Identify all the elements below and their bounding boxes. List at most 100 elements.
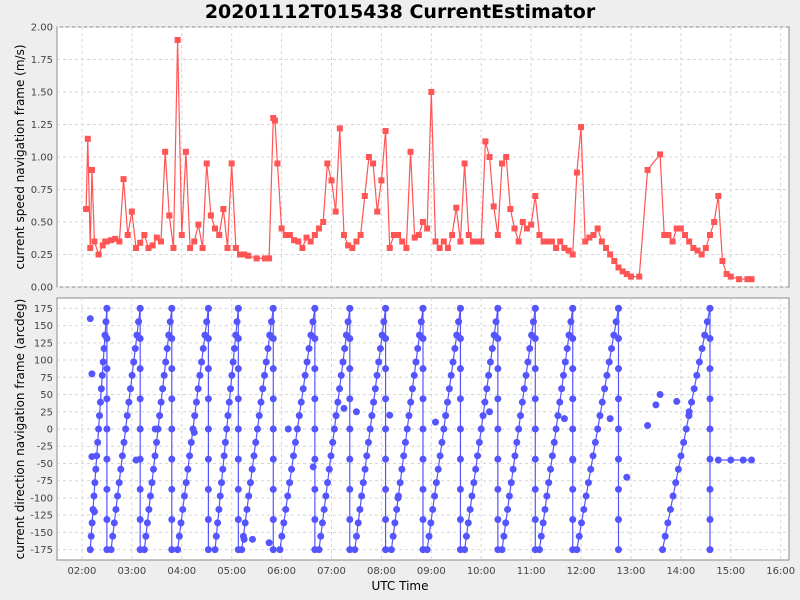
speed-point (195, 221, 202, 228)
speed-point (245, 252, 252, 259)
direction-point (117, 465, 125, 473)
direction-point (311, 485, 319, 493)
direction-point (336, 385, 344, 393)
direction-point (305, 345, 313, 353)
direction-point (391, 519, 399, 527)
direction-point (466, 505, 474, 513)
direction-point (440, 425, 448, 433)
speed-point (644, 167, 651, 173)
direction-point (575, 532, 583, 540)
direction-point (136, 425, 144, 433)
direction-point (233, 318, 241, 326)
direction-point (706, 515, 714, 523)
speed-point (299, 245, 306, 251)
direction-point (194, 385, 202, 393)
direction-point (382, 546, 390, 554)
direction-point (550, 438, 558, 446)
direction-point (146, 492, 154, 500)
direction-point (504, 505, 512, 513)
direction-point (382, 485, 390, 493)
direction-point (252, 438, 260, 446)
speed-point (569, 251, 576, 258)
speed-point (324, 160, 331, 167)
direction-y-tick-label: 25 (40, 407, 53, 418)
direction-point (346, 485, 354, 493)
direction-point (672, 479, 680, 487)
direction-point (614, 395, 622, 403)
speed-point (461, 160, 468, 167)
speed-point (212, 225, 219, 232)
direction-point (400, 452, 408, 460)
direction-point (204, 395, 212, 403)
speed-point (178, 232, 185, 238)
x-tick-label: 09:00 (417, 566, 446, 577)
direction-point (353, 532, 361, 540)
direction-point (309, 318, 317, 326)
speed-point (124, 232, 131, 238)
speed-point (457, 238, 464, 245)
direction-point (284, 492, 292, 500)
direction-point (502, 519, 510, 527)
direction-point (346, 304, 354, 312)
direction-point (228, 371, 236, 379)
direction-point (107, 546, 115, 554)
direction-point (606, 415, 614, 423)
direction-point (563, 345, 571, 353)
direction-y-tick-label: 75 (40, 373, 53, 384)
direction-point (136, 365, 144, 373)
speed-point (228, 160, 235, 167)
speed-point (166, 212, 173, 219)
speed-point (399, 238, 406, 245)
speed-point (411, 234, 418, 241)
direction-point (425, 532, 433, 540)
speed-point (271, 117, 278, 124)
direction-point (494, 485, 502, 493)
direction-point (112, 505, 120, 513)
speed-point (565, 247, 572, 254)
speed-point (83, 206, 90, 212)
speed-point (374, 208, 381, 215)
direction-point (371, 385, 379, 393)
direction-point (486, 358, 494, 366)
speed-point (511, 225, 518, 232)
speed-point (536, 232, 543, 238)
speed-point (407, 148, 414, 155)
speed-point (95, 251, 102, 258)
direction-point (118, 452, 126, 460)
direction-y-axis-label: current direction navigation frame (arcd… (13, 299, 27, 560)
direction-point (90, 508, 98, 516)
direction-point (447, 371, 455, 379)
direction-point (276, 546, 284, 554)
direction-point (706, 365, 714, 373)
direction-point (234, 515, 242, 523)
direction-point (103, 425, 111, 433)
direction-point (282, 505, 290, 513)
speed-point (353, 238, 360, 245)
direction-point (656, 391, 664, 399)
x-tick-label: 08:00 (367, 566, 396, 577)
direction-point (334, 398, 342, 406)
direction-point (494, 395, 502, 403)
direction-point (370, 398, 378, 406)
speed-point (216, 232, 223, 238)
speed-point (286, 232, 293, 238)
direction-point (706, 304, 714, 312)
direction-point (603, 371, 611, 379)
x-tick-label: 12:00 (567, 566, 596, 577)
direction-point (142, 532, 150, 540)
direction-point (580, 505, 588, 513)
direction-point (531, 335, 539, 343)
speed-point (357, 232, 364, 238)
direction-point (140, 546, 148, 554)
x-tick-label: 15:00 (716, 566, 745, 577)
direction-point (494, 335, 502, 343)
direction-point (352, 408, 360, 416)
speed-point (295, 238, 302, 245)
direction-point (498, 546, 506, 554)
direction-point (230, 345, 238, 353)
direction-point (548, 452, 556, 460)
direction-point (212, 532, 220, 540)
direction-point (354, 519, 362, 527)
direction-point (706, 455, 714, 463)
direction-point (143, 519, 151, 527)
